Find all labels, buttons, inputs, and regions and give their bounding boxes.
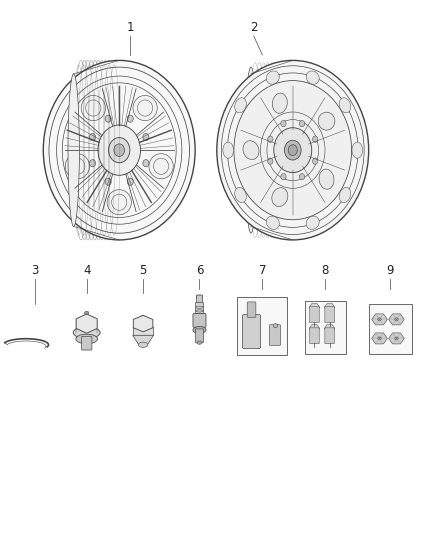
Ellipse shape	[81, 95, 106, 120]
FancyBboxPatch shape	[247, 302, 256, 317]
Ellipse shape	[288, 145, 297, 156]
Ellipse shape	[107, 190, 131, 215]
Ellipse shape	[268, 158, 273, 164]
Ellipse shape	[234, 80, 352, 220]
Polygon shape	[309, 325, 320, 332]
Ellipse shape	[143, 159, 149, 167]
Ellipse shape	[76, 334, 98, 344]
Ellipse shape	[272, 93, 287, 114]
FancyBboxPatch shape	[310, 306, 319, 322]
Polygon shape	[325, 325, 335, 332]
Ellipse shape	[127, 178, 133, 185]
Text: 1: 1	[126, 21, 134, 34]
Ellipse shape	[197, 341, 202, 344]
Text: 7: 7	[258, 264, 266, 277]
Ellipse shape	[306, 71, 319, 84]
Ellipse shape	[281, 174, 286, 180]
FancyBboxPatch shape	[193, 313, 206, 327]
FancyBboxPatch shape	[269, 325, 281, 345]
FancyBboxPatch shape	[325, 328, 334, 344]
Text: 6: 6	[196, 264, 203, 277]
Ellipse shape	[319, 169, 334, 189]
Ellipse shape	[378, 337, 381, 340]
Ellipse shape	[143, 133, 149, 141]
Ellipse shape	[217, 60, 369, 240]
Ellipse shape	[272, 188, 288, 206]
Ellipse shape	[318, 112, 335, 130]
Ellipse shape	[306, 216, 319, 229]
Ellipse shape	[243, 141, 259, 159]
Ellipse shape	[313, 158, 318, 164]
Ellipse shape	[235, 98, 246, 113]
Ellipse shape	[395, 318, 398, 321]
FancyBboxPatch shape	[81, 336, 92, 350]
Polygon shape	[389, 314, 404, 325]
FancyBboxPatch shape	[196, 295, 202, 304]
Ellipse shape	[339, 188, 351, 203]
Ellipse shape	[274, 128, 312, 173]
Ellipse shape	[268, 136, 273, 142]
Ellipse shape	[395, 337, 398, 340]
Ellipse shape	[281, 120, 286, 127]
Polygon shape	[133, 327, 153, 335]
Ellipse shape	[352, 142, 363, 158]
Polygon shape	[309, 304, 320, 311]
Ellipse shape	[313, 136, 318, 142]
Ellipse shape	[149, 154, 173, 179]
Polygon shape	[133, 335, 153, 345]
FancyBboxPatch shape	[325, 306, 334, 322]
Ellipse shape	[109, 138, 130, 163]
Ellipse shape	[105, 115, 111, 122]
Bar	[305, 301, 346, 354]
Ellipse shape	[85, 311, 89, 315]
Ellipse shape	[89, 159, 95, 167]
Ellipse shape	[223, 142, 233, 158]
Ellipse shape	[193, 327, 206, 334]
Ellipse shape	[300, 120, 305, 127]
Ellipse shape	[339, 98, 351, 113]
FancyBboxPatch shape	[196, 302, 203, 316]
Text: 4: 4	[83, 264, 90, 277]
Bar	[369, 304, 412, 354]
Text: 3: 3	[31, 264, 38, 277]
FancyBboxPatch shape	[310, 328, 319, 344]
Ellipse shape	[196, 295, 202, 298]
Ellipse shape	[114, 144, 124, 157]
Polygon shape	[372, 333, 387, 344]
Ellipse shape	[43, 60, 195, 240]
Polygon shape	[372, 314, 387, 325]
Ellipse shape	[65, 154, 89, 179]
Ellipse shape	[284, 140, 301, 160]
Text: 9: 9	[387, 264, 394, 277]
Bar	[237, 297, 287, 355]
Ellipse shape	[378, 318, 381, 321]
Ellipse shape	[68, 74, 79, 227]
Polygon shape	[133, 316, 153, 332]
Ellipse shape	[300, 174, 305, 180]
Ellipse shape	[266, 216, 279, 229]
Ellipse shape	[98, 125, 141, 175]
Ellipse shape	[141, 316, 145, 319]
Text: 2: 2	[250, 21, 258, 34]
Text: 8: 8	[321, 264, 329, 277]
Ellipse shape	[235, 188, 246, 203]
FancyBboxPatch shape	[196, 329, 203, 343]
Ellipse shape	[138, 342, 148, 348]
Ellipse shape	[266, 71, 279, 84]
Ellipse shape	[127, 115, 133, 122]
Ellipse shape	[73, 327, 100, 338]
Polygon shape	[325, 304, 335, 311]
Text: 5: 5	[139, 264, 147, 277]
Ellipse shape	[133, 95, 157, 120]
Polygon shape	[76, 314, 97, 333]
Ellipse shape	[89, 133, 95, 141]
Polygon shape	[389, 333, 404, 344]
Ellipse shape	[245, 67, 257, 233]
Ellipse shape	[105, 178, 111, 185]
FancyBboxPatch shape	[242, 314, 261, 349]
Ellipse shape	[273, 324, 278, 328]
